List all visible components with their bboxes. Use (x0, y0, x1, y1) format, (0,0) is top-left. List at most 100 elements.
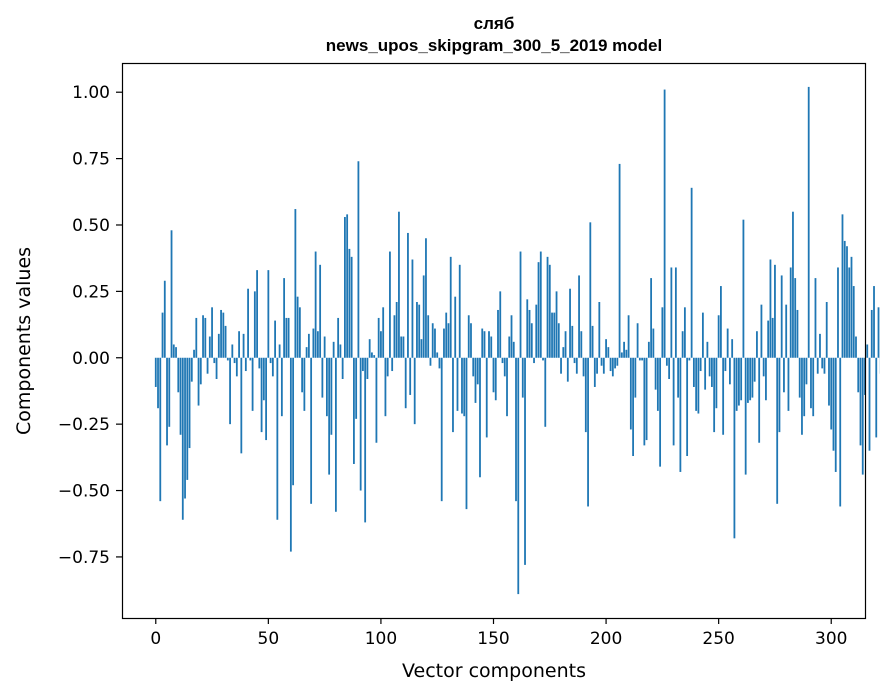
x-tick-label: 0 (150, 629, 161, 649)
bar-component-174 (546, 256, 549, 358)
bar-component-319 (873, 286, 875, 358)
bar-component-296 (821, 357, 824, 369)
bar-component-104 (389, 251, 391, 358)
bar-component-117 (418, 304, 421, 358)
bar-component-6 (168, 357, 171, 427)
bar-component-259 (738, 357, 740, 406)
bar-component-30 (222, 312, 225, 358)
bar-component-107 (395, 302, 398, 358)
bar-component-268 (758, 357, 761, 443)
bar-component-82 (339, 344, 342, 358)
bar-component-321 (877, 307, 880, 358)
bar-component-38 (240, 357, 243, 454)
bar-component-101 (382, 307, 385, 358)
bar-component-170 (537, 262, 540, 358)
bar-component-83 (341, 357, 344, 379)
bar-component-239 (692, 357, 695, 387)
bar-component-176 (551, 312, 553, 358)
bar-component-188 (578, 275, 580, 358)
bar-component-214 (636, 323, 639, 358)
chart-title: сляб (474, 14, 515, 33)
bar-component-143 (476, 357, 479, 385)
bar-component-275 (774, 264, 776, 358)
bar-component-158 (510, 315, 513, 358)
bar-component-265 (751, 357, 754, 398)
bar-component-248 (713, 357, 716, 433)
bar-component-178 (555, 291, 558, 358)
bar-component-59 (287, 317, 290, 358)
bar-component-165 (526, 299, 529, 358)
bar-component-164 (524, 357, 526, 565)
bar-component-320 (875, 357, 878, 438)
bar-component-309 (850, 256, 853, 358)
y-tick-label: 0.50 (72, 216, 110, 236)
chart-subtitle: news_upos_skipgram_300_5_2019 model (326, 36, 662, 55)
bar-component-141 (472, 357, 475, 377)
bar-component-138 (465, 357, 468, 510)
bar-component-161 (517, 357, 520, 595)
bar-component-2 (159, 357, 162, 502)
bar-component-149 (490, 336, 493, 358)
bar-component-264 (749, 357, 752, 401)
bar-component-286 (798, 357, 801, 398)
bar-component-258 (735, 357, 738, 411)
bar-component-25 (211, 307, 213, 358)
bar-component-180 (560, 357, 562, 374)
bar-component-148 (488, 331, 490, 358)
bar-component-302 (834, 357, 837, 472)
bar-component-225 (661, 307, 664, 358)
bar-component-33 (229, 357, 231, 425)
bar-component-279 (783, 357, 785, 393)
bar-component-298 (825, 302, 828, 358)
bar-component-31 (224, 325, 227, 358)
bar-component-100 (380, 331, 382, 358)
bar-component-181 (562, 347, 565, 358)
bar-component-75 (323, 336, 326, 358)
bar-component-191 (584, 357, 587, 433)
bar-component-114 (411, 259, 414, 358)
bar-component-208 (623, 341, 625, 358)
bar-component-249 (715, 357, 718, 409)
bar-component-195 (593, 357, 596, 387)
bar-component-206 (618, 163, 621, 358)
bar-component-266 (753, 357, 756, 382)
bar-component-147 (485, 357, 488, 438)
bar-component-66 (303, 357, 306, 411)
bar-component-236 (686, 357, 689, 457)
bar-component-316 (866, 344, 869, 358)
bar-component-218 (645, 357, 648, 441)
y-tick-label: 0.75 (72, 150, 110, 170)
bar-component-197 (598, 302, 601, 358)
bar-component-131 (449, 256, 452, 358)
bar-component-318 (870, 309, 873, 358)
bar-component-231 (674, 267, 677, 358)
bar-component-71 (314, 251, 317, 358)
bar-component-171 (539, 251, 542, 358)
bar-component-53 (274, 320, 276, 358)
bar-component-299 (828, 357, 830, 406)
bar-component-281 (787, 357, 790, 411)
bar-component-314 (861, 357, 864, 475)
bar-component-294 (816, 357, 819, 374)
bar-component-187 (575, 357, 578, 374)
bar-component-241 (697, 357, 700, 414)
bar-component-128 (443, 328, 445, 358)
bar-component-119 (422, 275, 425, 358)
bar-component-193 (589, 222, 592, 358)
bar-component-60 (289, 357, 292, 552)
bar-component-285 (796, 309, 799, 358)
bar-component-10 (177, 357, 180, 393)
bar-component-76 (325, 357, 328, 417)
bar-component-167 (530, 323, 533, 358)
bar-component-243 (701, 312, 704, 358)
bar-component-28 (217, 333, 220, 358)
bar-component-253 (724, 357, 727, 372)
bar-component-132 (452, 357, 454, 433)
bar-component-245 (706, 341, 709, 358)
bar-component-70 (312, 328, 315, 358)
bar-component-166 (528, 309, 531, 358)
bar-component-80 (334, 357, 337, 512)
bar-component-203 (611, 357, 614, 377)
bar-component-52 (271, 357, 274, 377)
